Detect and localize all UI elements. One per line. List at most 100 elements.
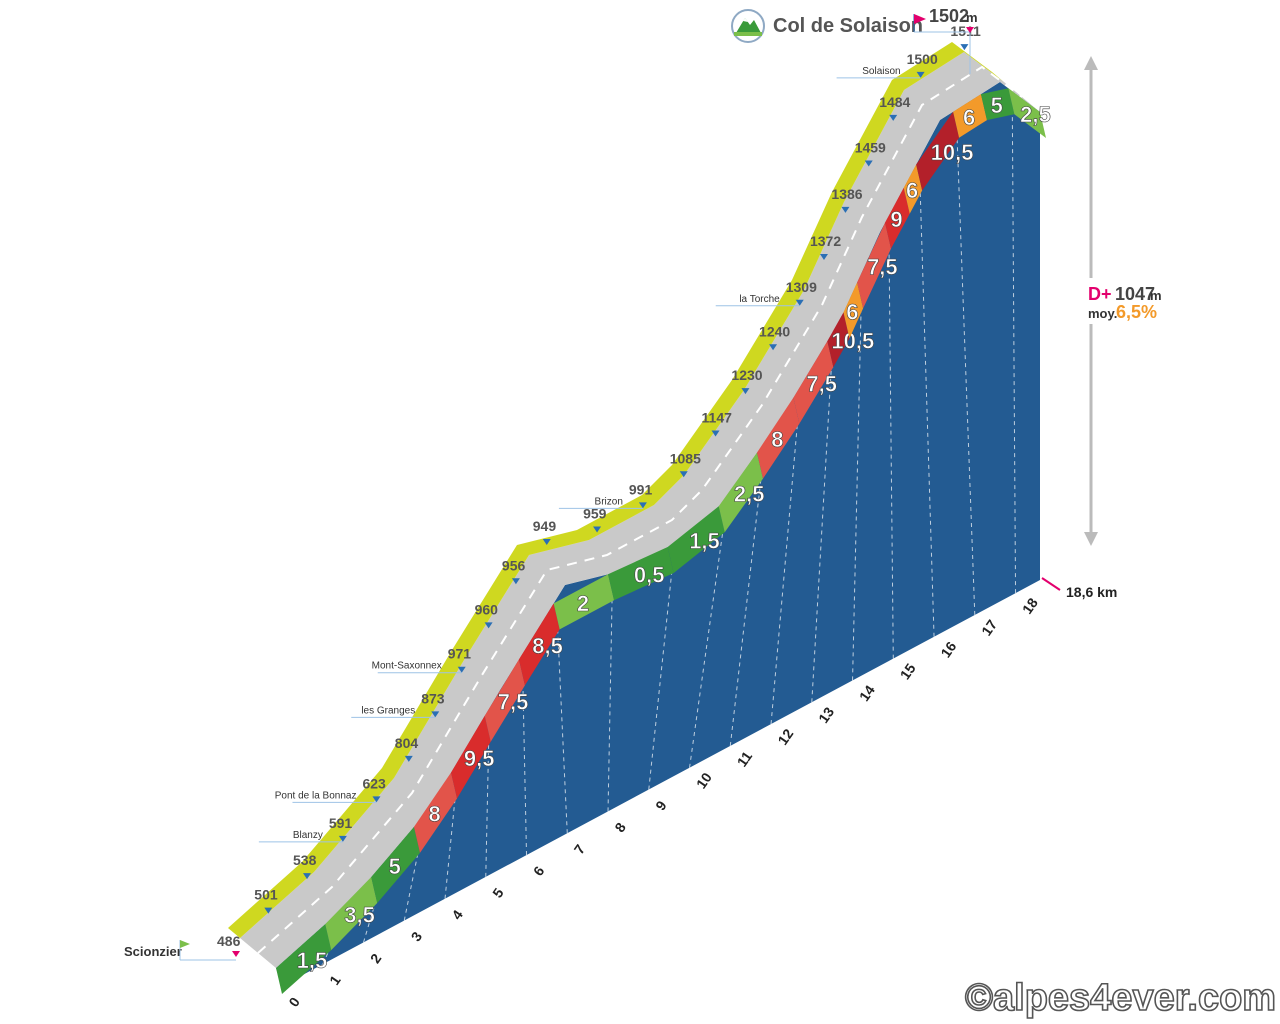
altitude-label: 960 [475,601,499,617]
altitude-marker-icon [841,206,850,213]
altitude-label: 1240 [759,323,790,339]
altitude-marker-icon [819,254,828,261]
altitude-label: 538 [293,852,317,868]
km-guide [607,600,613,812]
road-edge [228,42,1004,938]
grade-segment [756,397,800,479]
grade-segment [451,715,491,799]
km-tick-label: 7 [571,841,589,857]
altitude-label: 956 [502,557,526,573]
km-guide [729,478,762,746]
km-guide [485,741,490,877]
grade-label: 6 [963,105,975,130]
altitude-marker-icon [303,873,312,880]
km-tick-label: 15 [897,660,919,682]
km-guide [770,423,798,725]
grade-label: 3,5 [344,903,375,928]
altitude-label: 1500 [907,51,938,67]
grade-segment [980,88,1015,121]
altitude-marker-icon [457,666,466,673]
place-label: les Granges [361,705,415,716]
km-tick-label: 10 [693,769,715,791]
km-tick-label: 16 [937,638,959,660]
grade-label: 10,5 [931,140,974,165]
altitude-marker-icon [889,114,898,121]
grade-label: 9 [890,207,902,232]
km-guide [444,798,456,899]
altitude-marker-icon [542,539,551,546]
km-tick-label: 5 [489,885,507,901]
grade-segment [885,187,910,249]
altitude-marker-icon [711,430,720,437]
km-guide-lines [279,114,1017,995]
summit-flag-icon [914,14,926,24]
grade-label: 6 [846,299,858,324]
grade-label: 0,5 [634,563,665,588]
grade-label: 2 [577,591,589,616]
place-label: la Torche [739,294,780,305]
grade-label: 1,5 [297,948,328,973]
elevation-gain-value: 1047 [1115,284,1155,304]
altitude-label: 1372 [810,233,841,249]
grade-segment [484,659,525,742]
grade-label: 2,5 [1020,102,1051,127]
altitude-label: 1147 [702,410,733,426]
grade-segment [857,222,892,309]
altitude-marker-icon [338,835,347,842]
altitude-marker-icon [679,471,688,478]
profile-top-band [228,42,1040,968]
grade-segment [413,772,458,853]
grade-label: 5 [991,93,1003,118]
grade-label: 8,5 [532,633,563,658]
chart-title: Col de Solaison [773,15,923,37]
start-altitude: 486 [217,933,241,949]
km-tick-label: 2 [367,950,385,966]
summit-marker-icon [966,27,974,33]
altitude-marker-icon [372,796,381,803]
place-label: Solaison [862,66,900,77]
km-guide [919,190,935,637]
altitude-marker-icon [511,578,520,585]
elevation-gain-prefix: D+ [1088,284,1112,304]
summit-altitude-unit: m [966,10,978,25]
grade-label: 7,5 [498,690,529,715]
grade-segment [518,603,560,686]
credit-text: ©alpes4ever.com [965,977,1276,1019]
grade-label: 8 [771,427,783,452]
km-guide [363,902,376,943]
grade-segment [325,877,378,951]
altitude-marker-icon [795,299,804,306]
km-tick-label: 17 [978,617,1000,639]
road-surface [240,52,1040,968]
grade-segment [827,312,850,368]
km-tick-label: 18 [1019,595,1041,617]
grade-segment [667,506,725,574]
grade-label: 7,5 [867,254,898,279]
altitude-marker-icon [960,44,969,51]
average-grade-prefix: moy. [1088,306,1117,321]
grade-segment [553,574,615,630]
altitude-marker-icon [484,622,493,629]
km-tick-label: 11 [734,748,756,769]
altitude-label: 804 [395,735,419,751]
start-flag-icon [180,940,190,948]
grade-label: 9,5 [464,746,495,771]
km-guide [557,629,568,834]
grade-segment [916,111,960,191]
altitude-marker-icon [593,526,602,533]
place-label: Pont de la Bonnaz [275,790,357,801]
elevation-gain-unit: m [1150,288,1162,303]
altitude-marker-icon [638,502,647,509]
km-tick-label: 14 [856,682,878,704]
altitude-label: 623 [362,775,386,791]
grade-label: 1,5 [689,529,720,554]
grade-label: 10,5 [831,329,874,354]
altitude-label: 949 [533,518,557,534]
altitude-label: 971 [448,646,472,662]
altitude-label: 1459 [855,140,886,156]
altitude-label: 959 [583,505,607,521]
start-marker-icon [232,951,240,957]
grade-segment [718,452,763,533]
